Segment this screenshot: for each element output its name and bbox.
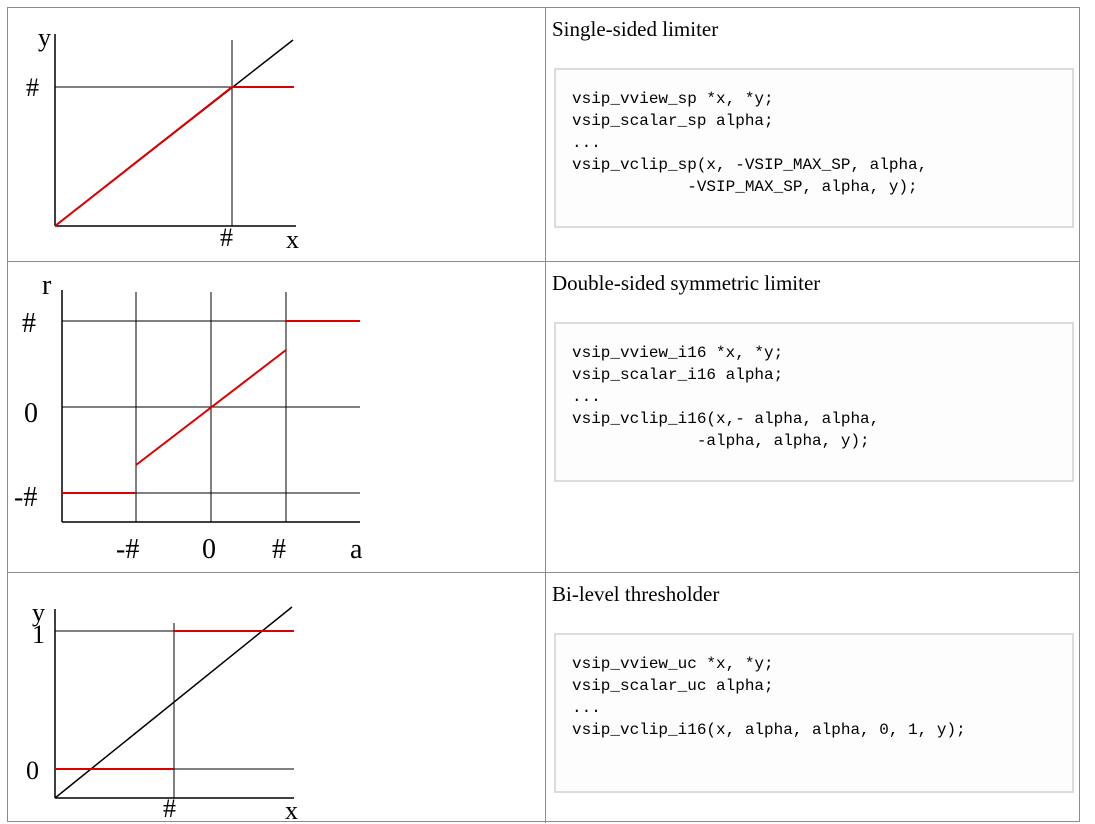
identity-line <box>54 606 293 799</box>
zero-level-label: 0 <box>26 756 39 785</box>
threshold-label: # <box>163 794 176 822</box>
code-block: vsip_vview_i16 *x, *y; vsip_scalar_i16 a… <box>554 322 1074 482</box>
level-label: # <box>26 73 39 102</box>
code-text: vsip_vview_i16 *x, *y; vsip_scalar_i16 a… <box>572 344 880 450</box>
one-level-label: 1 <box>32 620 45 649</box>
x-axis-label: x <box>285 796 298 822</box>
single-sided-limiter-graph: y # # x <box>26 23 299 254</box>
graph-cell: y # # x <box>8 8 546 261</box>
threshold-label: # <box>220 223 233 252</box>
table-row: r # 0 -# -# 0 # a Double-sided symmetric… <box>8 262 1079 573</box>
example-caption: Single-sided limiter <box>552 17 719 41</box>
top-level-label: # <box>22 308 36 339</box>
linear-segment <box>135 349 287 466</box>
y-axis-label: r <box>42 270 52 301</box>
y-axis-label: y <box>32 598 45 627</box>
bottom-level-label: -# <box>14 482 37 513</box>
graph-cell: r # 0 -# -# 0 # a <box>8 262 546 572</box>
x-axis-label: a <box>350 534 363 565</box>
clip-examples-table: y # # x Single-sided limiter vsip_vview_… <box>7 7 1080 823</box>
y-axis-label: y <box>38 23 51 52</box>
clipped-output-line <box>54 86 294 227</box>
description-cell: Single-sided limiter vsip_vview_sp *x, *… <box>546 8 1079 261</box>
double-sided-limiter-graph: r # 0 -# -# 0 # a <box>14 270 363 565</box>
x-pos-label: # <box>272 534 286 565</box>
example-caption: Double-sided symmetric limiter <box>552 271 821 295</box>
bi-level-thresholder-graph: y 1 0 # x <box>26 598 298 822</box>
example-caption: Bi-level thresholder <box>552 582 720 606</box>
x-axis-label: x <box>286 225 299 254</box>
x-neg-label: -# <box>116 534 139 565</box>
code-block: vsip_vview_uc *x, *y; vsip_scalar_uc alp… <box>554 633 1074 793</box>
x-zero-label: 0 <box>202 534 216 565</box>
code-block: vsip_vview_sp *x, *y; vsip_scalar_sp alp… <box>554 68 1074 228</box>
code-text: vsip_vview_sp *x, *y; vsip_scalar_sp alp… <box>572 90 928 196</box>
description-cell: Bi-level thresholder vsip_vview_uc *x, *… <box>546 573 1079 823</box>
graph-cell: y 1 0 # x <box>8 573 546 823</box>
code-text: vsip_vview_uc *x, *y; vsip_scalar_uc alp… <box>572 655 966 739</box>
table-row: y 1 0 # x Bi-level thresholder vsip_vvie… <box>8 573 1079 823</box>
zero-level-label: 0 <box>24 398 38 429</box>
table-row: y # # x Single-sided limiter vsip_vview_… <box>8 8 1079 262</box>
description-cell: Double-sided symmetric limiter vsip_vvie… <box>546 262 1079 572</box>
